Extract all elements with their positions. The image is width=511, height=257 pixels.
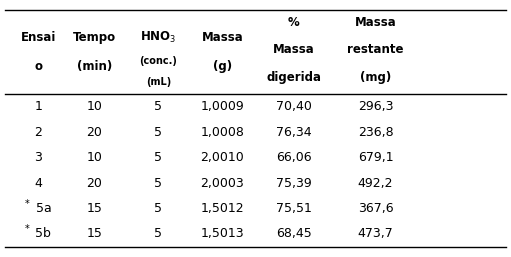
Text: (g): (g) xyxy=(213,60,232,73)
Text: %: % xyxy=(288,16,299,29)
Text: Tempo: Tempo xyxy=(73,31,116,44)
Text: 75,39: 75,39 xyxy=(276,177,312,189)
Text: 5: 5 xyxy=(154,202,162,215)
Text: 236,8: 236,8 xyxy=(358,125,393,139)
Text: Massa: Massa xyxy=(273,43,315,56)
Text: Massa: Massa xyxy=(355,16,397,29)
Text: 20: 20 xyxy=(86,125,103,139)
Text: Massa: Massa xyxy=(201,31,243,44)
Text: 1,0008: 1,0008 xyxy=(200,125,244,139)
Text: 3: 3 xyxy=(34,151,42,164)
Text: 5: 5 xyxy=(154,125,162,139)
Text: digerida: digerida xyxy=(266,71,321,84)
Text: Ensai: Ensai xyxy=(20,31,56,44)
Text: *: * xyxy=(25,199,30,209)
Text: o: o xyxy=(34,60,42,73)
Text: 68,45: 68,45 xyxy=(276,227,312,241)
Text: 4: 4 xyxy=(34,177,42,189)
Text: 10: 10 xyxy=(86,100,103,113)
Text: 20: 20 xyxy=(86,177,103,189)
Text: 5: 5 xyxy=(154,177,162,189)
Text: 2,0003: 2,0003 xyxy=(200,177,244,189)
Text: 15: 15 xyxy=(86,202,103,215)
Text: (mg): (mg) xyxy=(360,71,391,84)
Text: 1,5013: 1,5013 xyxy=(200,227,244,241)
Text: 5: 5 xyxy=(154,100,162,113)
Text: 296,3: 296,3 xyxy=(358,100,393,113)
Text: 66,06: 66,06 xyxy=(276,151,312,164)
Text: (mL): (mL) xyxy=(146,77,171,87)
Text: 76,34: 76,34 xyxy=(276,125,312,139)
Text: 10: 10 xyxy=(86,151,103,164)
Text: 75,51: 75,51 xyxy=(276,202,312,215)
Text: 70,40: 70,40 xyxy=(276,100,312,113)
Text: HNO$_3$: HNO$_3$ xyxy=(140,30,177,45)
Text: 5b: 5b xyxy=(35,227,52,241)
Text: *: * xyxy=(25,224,30,234)
Text: 15: 15 xyxy=(86,227,103,241)
Text: 473,7: 473,7 xyxy=(358,227,393,241)
Text: 5a: 5a xyxy=(36,202,51,215)
Text: 1,5012: 1,5012 xyxy=(200,202,244,215)
Text: 2,0010: 2,0010 xyxy=(200,151,244,164)
Text: (min): (min) xyxy=(77,60,112,73)
Text: restante: restante xyxy=(347,43,404,56)
Text: 679,1: 679,1 xyxy=(358,151,393,164)
Text: (conc.): (conc.) xyxy=(140,56,177,66)
Text: 492,2: 492,2 xyxy=(358,177,393,189)
Text: 2: 2 xyxy=(34,125,42,139)
Text: 5: 5 xyxy=(154,151,162,164)
Text: 1,0009: 1,0009 xyxy=(200,100,244,113)
Text: 367,6: 367,6 xyxy=(358,202,393,215)
Text: 1: 1 xyxy=(34,100,42,113)
Text: 5: 5 xyxy=(154,227,162,241)
